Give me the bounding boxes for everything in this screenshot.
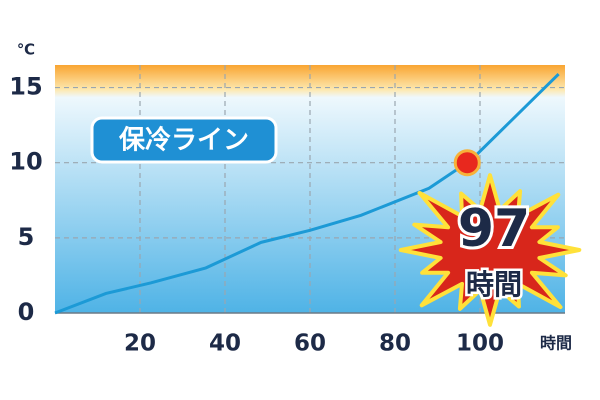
x-tick-label: 60 [294,331,326,357]
x-tick-label: 100 [456,331,504,357]
x-tick-label: 80 [379,331,411,357]
data-line [54,72,560,315]
y-tick-label: 0 [18,298,35,326]
y-unit: ℃ [17,41,35,59]
starburst [398,173,582,327]
x-tick-label: 20 [124,331,156,357]
annotation: 保冷ライン [118,125,249,156]
highlight-unit: 時間 [466,268,522,301]
y-tick-label: 5 [18,223,35,251]
y-tick-label: 15 [9,73,42,101]
annotation-box [90,116,278,164]
x-tick-label: 40 [209,331,241,357]
x-unit: 時間 [540,334,572,353]
highlight-point [453,149,481,177]
highlight-value: 97 [458,199,530,259]
y-tick-label: 10 [9,148,42,176]
